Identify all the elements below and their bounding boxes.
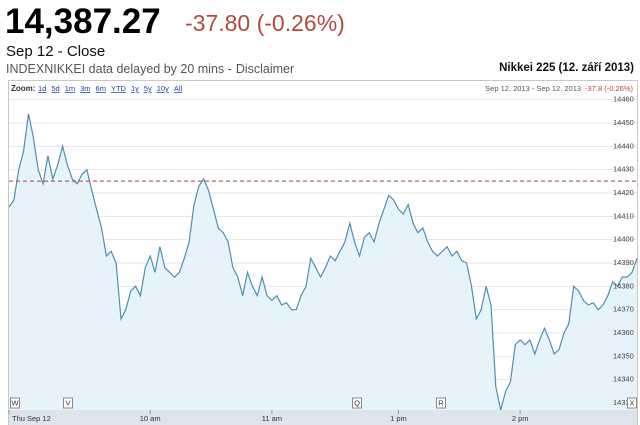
y-tick-label: 14440 <box>613 141 634 150</box>
flag-box <box>436 397 446 409</box>
zoom-label: Zoom: <box>11 84 35 93</box>
flag-box <box>352 397 362 409</box>
event-flag: Q <box>352 397 362 409</box>
flag-box <box>627 397 637 409</box>
y-tick-label: 14430 <box>613 165 634 174</box>
event-flag: V <box>63 397 73 409</box>
y-tick-label: 14420 <box>613 188 634 197</box>
range: Sep 12, 2013 - Sep 12, 2013 <box>485 84 581 93</box>
zoom-option[interactable]: YTD <box>111 84 127 93</box>
price-line <box>8 113 638 411</box>
flag-box <box>10 397 20 409</box>
event-flag: R <box>436 397 446 409</box>
x-axis-strip <box>9 410 637 425</box>
y-tick-label: 14450 <box>613 118 634 127</box>
x-tick-label: Thu Sep 12 <box>12 414 51 423</box>
range-info: Sep 12, 2013 - Sep 12, 2013 -37.8 (-0.26%… <box>485 84 633 93</box>
flag-label: R <box>438 398 444 407</box>
y-tick-label: 14400 <box>613 235 634 244</box>
zoom-option[interactable]: 1y <box>131 84 139 93</box>
y-tick-label: 14390 <box>613 258 634 267</box>
y-tick-label: 14350 <box>613 351 634 360</box>
zoom-option[interactable]: 1m <box>65 84 75 93</box>
area-fill <box>9 113 637 410</box>
source-note: INDEXNIKKEI data delayed by 20 mins - Dis… <box>6 62 294 76</box>
zoom-option[interactable]: All <box>174 84 183 93</box>
event-flag: X <box>627 397 637 409</box>
range-change: -37.8 (-0.26%) <box>585 84 633 93</box>
zoom-option[interactable]: 5y <box>144 84 152 93</box>
zoom-option[interactable]: 3m <box>80 84 90 93</box>
zoom-option[interactable]: 6m <box>96 84 106 93</box>
flag-label: X <box>629 398 634 407</box>
flag-label: V <box>65 398 70 407</box>
y-tick-label: 14410 <box>613 211 634 220</box>
x-tick-label: 11 am <box>262 414 282 423</box>
y-tick-label: 14370 <box>613 305 634 314</box>
index-name: Nikkei 225 (12. září 2013) <box>499 62 634 74</box>
y-tick-label: 14340 <box>613 375 634 384</box>
disclaimer-link[interactable]: Disclaimer <box>235 62 295 76</box>
x-tick-label: 10 am <box>140 414 161 423</box>
source: INDEXNIKKEI data delayed by 20 mins - <box>6 62 232 76</box>
zoom-option[interactable]: 10y <box>157 84 169 93</box>
flag-label: Q <box>354 398 360 407</box>
y-tick-label: 14460 <box>613 95 634 104</box>
flag-label: W <box>11 398 19 407</box>
y-tick-label: 14360 <box>613 328 634 337</box>
y-tick-label: 14330 <box>613 398 634 407</box>
price: 14,387.27 <box>5 2 161 41</box>
zoom-option[interactable]: 5d <box>51 84 59 93</box>
event-flag: W <box>10 397 20 409</box>
y-tick-label: 14380 <box>613 281 634 290</box>
x-tick-label: 2 pm <box>512 414 529 423</box>
x-tick-label: 1 pm <box>390 414 407 423</box>
price-change: -37.80 (-0.26%) <box>185 10 345 36</box>
status: Sep 12 - Close <box>6 43 106 60</box>
flag-box <box>63 397 73 409</box>
zoom-option[interactable]: 1d <box>38 84 46 93</box>
